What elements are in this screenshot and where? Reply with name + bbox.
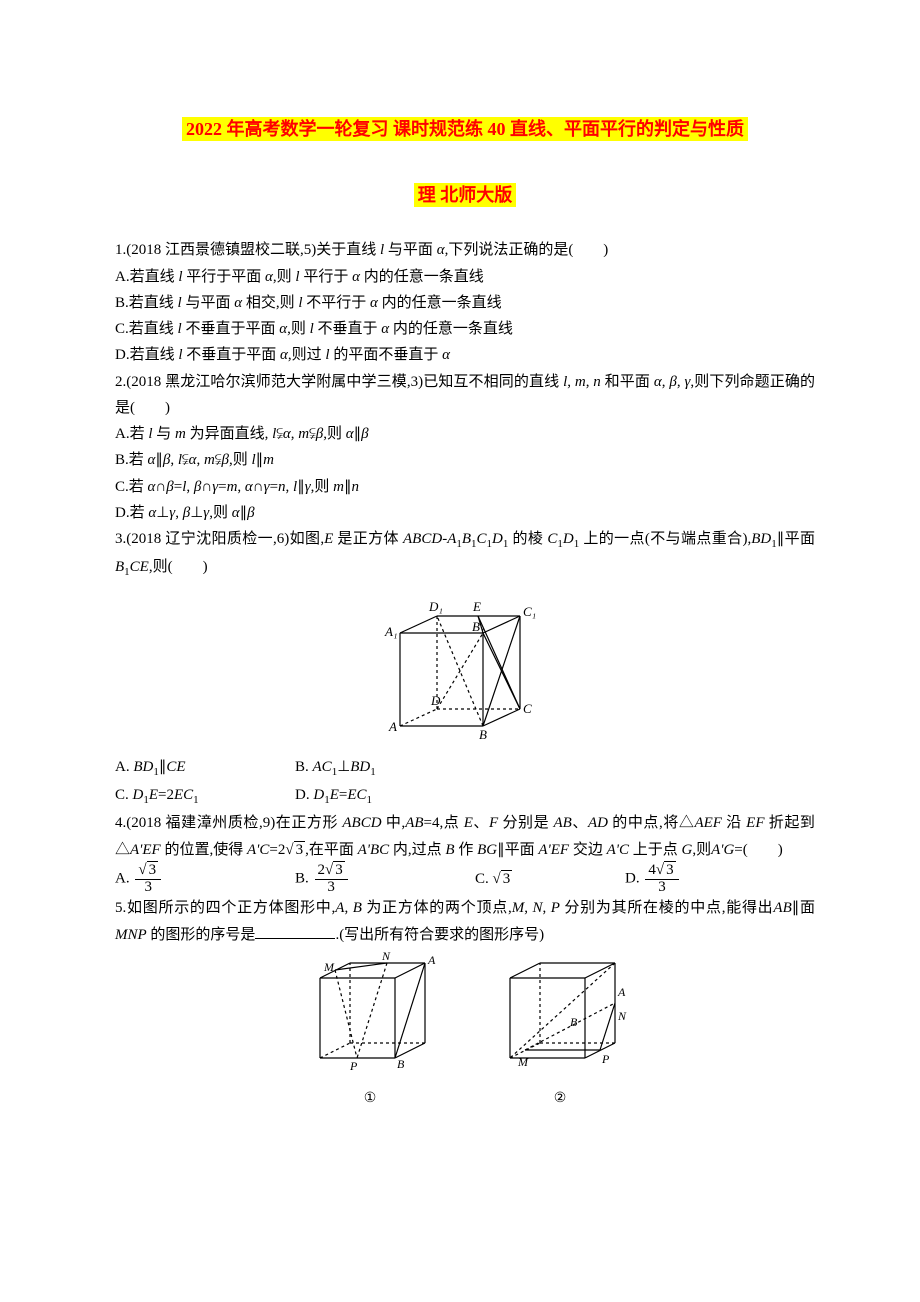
fig1-number: ① [300,1087,440,1112]
q3-opt-a: A. BD1∥CE [115,754,295,782]
label-E: E [472,599,481,614]
label-C1: C₁ [523,604,536,619]
fig1-label-P: P [349,1059,358,1073]
q5-figure-1: A B M N P ① [300,948,440,1112]
fig2-label-M: M [517,1055,529,1069]
q4-opt-c: C. √3 [475,866,625,892]
q2-opt-d: D.若 α⊥γ, β⊥γ,则 α∥β [115,500,815,526]
label-D: D [430,693,441,708]
q5-stem: 5.如图所示的四个正方体图形中,A, B 为正方体的两个顶点,M, N, P 分… [115,895,815,948]
label-C: C [523,701,532,716]
q3-cube-figure: A B C D A₁ B₁ C₁ D₁ E [375,591,555,741]
q2-stem: 2.(2018 黑龙江哈尔滨师范大学附属中学三模,3)已知互不相同的直线 l, … [115,369,815,422]
q3-opt-b: B. AC1⊥BD1 [295,754,475,782]
fig1-label-B: B [397,1057,405,1071]
fig2-label-P: P [601,1052,610,1066]
q2-opt-c: C.若 α∩β=l, β∩γ=m, α∩γ=n, l∥γ,则 m∥n [115,474,815,500]
fig1-label-A: A [427,953,436,967]
q3-options-2: C. D1E=2EC1 D. D1E=EC1 [115,782,815,810]
q2-opt-a: A.若 l 与 m 为异面直线, l⫋α, m⫋β,则 α∥β [115,421,815,447]
q3-opt-c: C. D1E=2EC1 [115,782,295,810]
q3-options: A. BD1∥CE B. AC1⊥BD1 [115,754,815,782]
fig1-label-N: N [381,949,391,963]
q3-opt-d: D. D1E=EC1 [295,782,475,810]
q1-opt-a: A.若直线 l 平行于平面 α,则 l 平行于 α 内的任意一条直线 [115,264,815,290]
fig2-label-B: B [570,1015,578,1029]
doc-title-line1: 2022 年高考数学一轮复习 课时规范练 40 直线、平面平行的判定与性质 [182,117,748,141]
q4-opt-a: A. √33 [115,863,295,896]
fig2-label-A: A [617,985,626,999]
fig2-label-N: N [617,1009,627,1023]
fig1-label-M: M [323,960,335,974]
q4-opt-b: B. 2√33 [295,863,475,896]
doc-title-line2: 理 北师大版 [414,183,517,207]
label-A: A [388,719,397,734]
label-B: B [479,727,487,741]
q4-opt-d: D. 4√33 [625,863,775,896]
q4-stem: 4.(2018 福建漳州质检,9)在正方形 ABCD 中,AB=4,点 E、F … [115,810,815,863]
q2-opt-b: B.若 α∥β, l⫋α, m⫋β,则 l∥m [115,447,815,473]
fig2-number: ② [490,1087,630,1112]
q4-options: A. √33 B. 2√33 C. √3 D. 4√33 [115,863,815,896]
q1-stem: 1.(2018 江西景德镇盟校二联,5)关于直线 l 与平面 α,下列说法正确的… [115,237,815,263]
q1-opt-b: B.若直线 l 与平面 α 相交,则 l 不平行于 α 内的任意一条直线 [115,290,815,316]
q5-blank[interactable] [255,925,335,939]
q1-opt-d: D.若直线 l 不垂直于平面 α,则过 l 的平面不垂直于 α [115,342,815,368]
q1-opt-c: C.若直线 l 不垂直于平面 α,则 l 不垂直于 α 内的任意一条直线 [115,316,815,342]
label-B1: B₁ [472,619,484,634]
label-D1: D₁ [428,599,443,614]
q5-figure-2: A B N M P ② [490,948,630,1112]
q3-stem: 3.(2018 辽宁沈阳质检一,6)如图,E 是正方体 ABCD-A1B1C1D… [115,526,815,583]
label-A1: A₁ [384,624,397,639]
